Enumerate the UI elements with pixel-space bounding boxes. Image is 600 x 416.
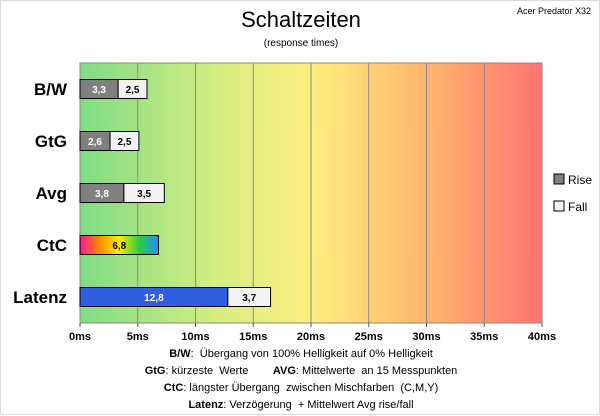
bar-rainbow <box>79 235 160 255</box>
bar-value-label: 3,5 <box>137 189 151 200</box>
bar-fall <box>123 183 165 203</box>
x-tick-label: 20ms <box>297 331 325 343</box>
note-term: Latenz <box>188 399 224 411</box>
monitor-model-label: Acer Predator X32 <box>516 6 591 16</box>
note-text: : längster Übergang zwischen Mischfarben… <box>183 382 439 394</box>
note-text: : Mittelwerte an 15 Messpunkten <box>295 365 458 377</box>
x-tick-label: 35ms <box>470 331 498 343</box>
bar-value-label: 3,8 <box>95 189 109 200</box>
bar-value-label: 2,5 <box>118 137 132 148</box>
bar-value-label: 6,8 <box>112 241 126 252</box>
x-tick-label: 40ms <box>528 331 556 343</box>
x-tick-label: 5ms <box>127 331 149 343</box>
legend-label: Fall <box>568 200 587 214</box>
legend-swatch-rise <box>553 173 565 185</box>
bar-value-label: 3,3 <box>92 85 106 96</box>
x-tick-label: 30ms <box>412 331 440 343</box>
note-line: Latenz: Verzögerung + Mittelwert Avg ris… <box>1 397 600 414</box>
note-line: CtC: längster Übergang zwischen Mischfar… <box>1 380 600 397</box>
x-tick-label: 10ms <box>181 331 209 343</box>
note-line: B/W: Übergang von 100% Helligkeit auf 0%… <box>1 346 600 363</box>
note-term: B/W <box>169 348 191 360</box>
chart-notes: B/W: Übergang von 100% Helligkeit auf 0%… <box>1 346 600 414</box>
category-label: CtC <box>37 236 67 255</box>
bar-value-label: 12,8 <box>144 293 164 304</box>
bar-value-label: 2,5 <box>126 85 140 96</box>
note-line: GtG: kürzeste Werte AVG: Mittelwerte an … <box>1 363 600 380</box>
category-label: GtG <box>35 132 67 151</box>
chart-subtitle: (response times) <box>263 38 339 49</box>
category-label: Avg <box>36 184 68 203</box>
category-label: Latenz <box>13 288 67 307</box>
legend-swatch-fall <box>553 200 565 212</box>
legend-label: Rise <box>568 173 592 187</box>
category-label: B/W <box>34 80 68 99</box>
note-text: : kürzeste Werte <box>165 365 273 377</box>
bar-fall <box>117 79 148 99</box>
x-tick-label: 25ms <box>355 331 383 343</box>
note-term: CtC <box>163 382 184 394</box>
note-text: : Verzögerung + Mittelwert Avg rise/fall <box>223 399 414 411</box>
bar-value-label: 3,7 <box>242 293 256 304</box>
note-term: GtG <box>144 365 166 377</box>
x-tick-label: 0ms <box>69 331 91 343</box>
chart-title: Schaltzeiten <box>241 7 361 32</box>
bar-fall <box>109 131 140 151</box>
bar-value-label: 2,6 <box>88 137 102 148</box>
note-term: AVG <box>272 365 296 377</box>
bar-fall <box>227 287 272 307</box>
note-text: : Übergang von 100% Helligkeit auf 0% He… <box>190 348 433 360</box>
x-tick-label: 15ms <box>239 331 267 343</box>
